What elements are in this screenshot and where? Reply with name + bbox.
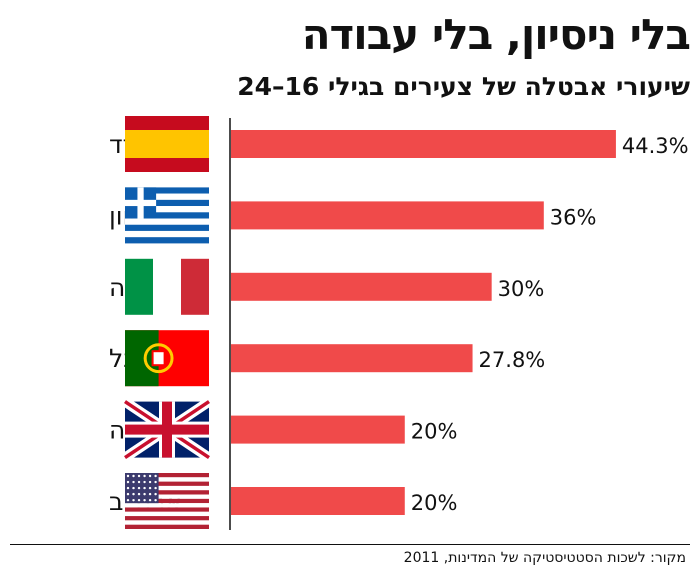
bar-chart: ספרד44.3%יוון36%איטליה30%פורטוגל27.8%ברי…	[109, 116, 689, 530]
spain-flag	[125, 116, 209, 172]
chart-title: בלי ניסיון, בלי עבודה	[301, 10, 691, 59]
chart-subtitle: שיעורי אבטלה של צעירים בגילי 16–24	[237, 72, 690, 101]
value-label: 27.8%	[479, 348, 546, 372]
bar	[231, 201, 544, 230]
usa-flag	[125, 473, 209, 529]
greece-flag	[125, 187, 209, 244]
uk-flag	[122, 397, 212, 462]
value-label: 44.3%	[622, 134, 689, 158]
bar	[231, 487, 405, 515]
portugal-flag	[125, 330, 209, 387]
footer-divider	[10, 544, 690, 545]
bar	[231, 130, 616, 158]
italy-flag	[125, 258, 209, 315]
source-note: מקור: לשכות הסטטיסטיקה של המדינות, 2011	[403, 550, 686, 566]
value-label: 36%	[550, 205, 597, 229]
bar	[231, 272, 492, 301]
bar	[231, 344, 473, 373]
bar	[231, 415, 405, 444]
value-label: 20%	[411, 420, 458, 444]
value-label: 30%	[498, 277, 545, 301]
value-label: 20%	[411, 491, 458, 515]
